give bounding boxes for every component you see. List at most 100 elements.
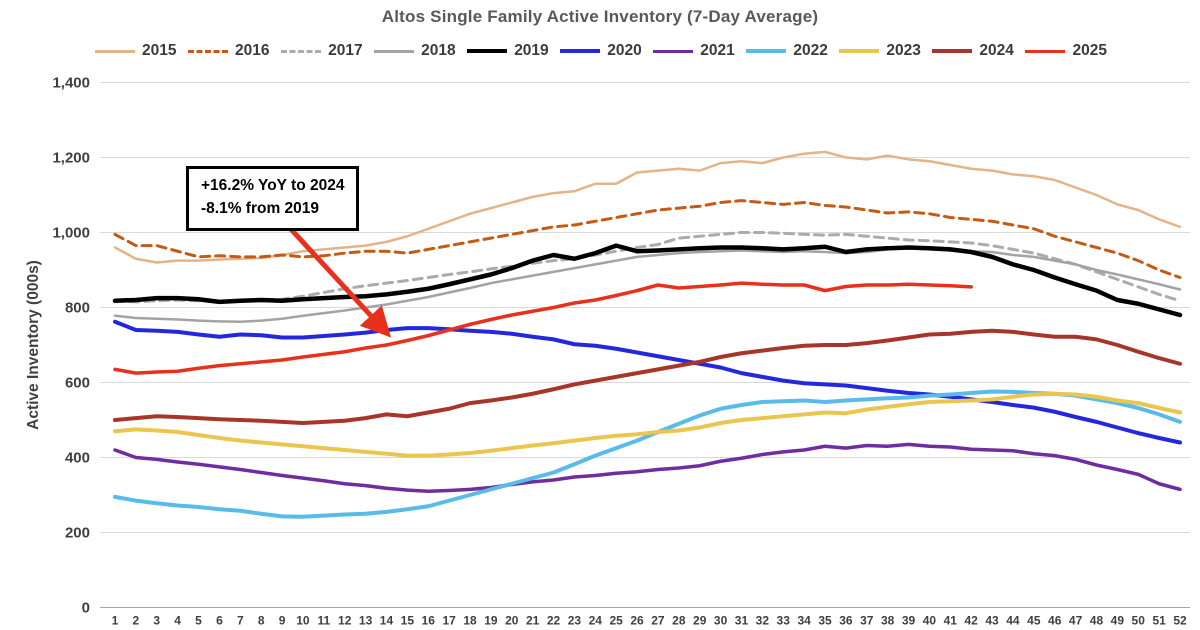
legend-swatch-2024 [932, 49, 973, 53]
x-tick-label: 46 [1048, 614, 1062, 628]
series-line-2020 [113, 319, 1182, 445]
x-tick-label: 30 [714, 614, 728, 628]
x-tick-label: 43 [985, 614, 999, 628]
series-line-2025 [113, 281, 973, 375]
x-tick-label: 1 [112, 614, 119, 628]
annotation-line-1: +16.2% YoY to 2024 [201, 177, 345, 194]
legend-item-2018: 2018 [374, 42, 456, 60]
x-tick-label: 18 [463, 614, 477, 628]
series-line-2016 [113, 199, 1182, 279]
gridlines [100, 82, 1190, 608]
annotation-box: +16.2% YoY to 2024 -8.1% from 2019 [186, 166, 360, 231]
legend-label-2018: 2018 [421, 42, 456, 59]
x-tick-label: 29 [693, 614, 707, 628]
x-tick-label: 7 [237, 614, 244, 628]
y-tick-label: 600 [65, 375, 90, 392]
legend-label-2023: 2023 [886, 42, 921, 59]
x-tick-label: 48 [1090, 614, 1104, 628]
legend-item-2023: 2023 [839, 42, 921, 60]
legend-label-2025: 2025 [1072, 42, 1107, 59]
x-tick-label: 37 [860, 614, 874, 628]
y-axis-title: Active Inventory (000s) [25, 260, 42, 430]
y-tick-label: 1,200 [52, 150, 90, 167]
x-tick-label: 23 [568, 614, 582, 628]
legend-label-2017: 2017 [328, 42, 363, 59]
x-tick-label: 34 [797, 614, 811, 628]
x-tick-label: 13 [359, 614, 373, 628]
x-tick-label: 33 [777, 614, 791, 628]
legend-swatch-2021 [653, 49, 694, 53]
chart-title: Altos Single Family Active Inventory (7-… [381, 7, 819, 26]
legend-label-2016: 2016 [235, 42, 270, 59]
x-tick-label: 12 [338, 614, 352, 628]
series-line-2015 [113, 150, 1182, 264]
x-tick-label: 52 [1173, 614, 1187, 628]
x-tick-label: 10 [296, 614, 310, 628]
legend-item-2017: 2017 [281, 42, 363, 60]
legend-label-2024: 2024 [979, 42, 1014, 59]
legend-swatch-2025 [1025, 49, 1066, 53]
series-line-2017 [113, 231, 1182, 304]
y-tick-label: 200 [65, 525, 90, 542]
legend-item-2020: 2020 [560, 42, 642, 60]
x-tick-label: 11 [317, 614, 330, 628]
x-tick-label: 14 [380, 614, 394, 628]
legend-swatch-2017 [281, 49, 322, 53]
x-tick-label: 45 [1027, 614, 1041, 628]
legend-swatch-2022 [746, 49, 787, 53]
x-tick-label: 22 [547, 614, 561, 628]
x-tick-label: 19 [484, 614, 498, 628]
legend-swatch-2016 [188, 49, 229, 53]
x-tick-label: 35 [818, 614, 832, 628]
x-tick-label: 3 [153, 614, 160, 628]
y-tick-label: 1,000 [52, 225, 90, 242]
x-tick-label: 42 [964, 614, 978, 628]
x-tick-label: 28 [672, 614, 686, 628]
y-tick-label: 0 [82, 600, 90, 617]
x-tick-label: 40 [923, 614, 937, 628]
legend-item-2016: 2016 [188, 42, 270, 60]
x-tick-label: 8 [258, 614, 265, 628]
legend-item-2019: 2019 [467, 42, 549, 60]
x-tick-label: 9 [279, 614, 286, 628]
series-line-2024 [113, 328, 1182, 425]
x-tick-label: 15 [401, 614, 415, 628]
x-tick-labels: 1 2 3 4 5 6 7 8 9 10 11 12 13 14 15 16 17 18 19 20 21 22 23 24 2… [112, 614, 1187, 628]
legend-item-2022: 2022 [746, 42, 828, 60]
legend-swatch-2018 [374, 49, 415, 53]
chart-legend: 2015 2016 2017 2018 2019 2020 2021 2022 2023 2024… [95, 42, 1107, 60]
x-tick-label: 25 [609, 614, 623, 628]
series-line-2018 [113, 247, 1182, 323]
legend-swatch-2019 [467, 49, 508, 53]
legend-label-2015: 2015 [142, 42, 177, 59]
legend-label-2022: 2022 [793, 42, 828, 59]
series-line-2021 [113, 442, 1182, 493]
legend-item-2015: 2015 [95, 42, 176, 60]
x-tick-label: 50 [1132, 614, 1146, 628]
legend-item-2025: 2025 [1025, 42, 1107, 60]
x-tick-label: 36 [839, 614, 853, 628]
x-tick-label: 26 [630, 614, 644, 628]
y-tick-label: 1,400 [52, 75, 90, 92]
x-tick-label: 5 [195, 614, 202, 628]
legend-swatch-2015 [95, 49, 135, 53]
x-tick-label: 4 [174, 614, 181, 628]
series-lines [112, 150, 1183, 519]
x-tick-label: 2 [133, 614, 140, 628]
x-tick-label: 20 [505, 614, 519, 628]
x-tick-label: 17 [442, 614, 456, 628]
series-line-2022 [113, 389, 1182, 519]
legend-label-2019: 2019 [514, 42, 549, 59]
x-tick-label: 27 [651, 614, 665, 628]
x-tick-label: 6 [216, 614, 223, 628]
y-tick-labels: 0 200 400 600 800 1,000 1,200 1,400 [52, 75, 90, 617]
x-tick-label: 24 [589, 614, 603, 628]
legend-item-2024: 2024 [932, 42, 1014, 60]
x-tick-label: 31 [735, 614, 749, 628]
legend-label-2021: 2021 [700, 42, 735, 59]
x-tick-label: 39 [902, 614, 916, 628]
x-tick-label: 49 [1111, 614, 1125, 628]
legend-item-2021: 2021 [653, 42, 735, 60]
